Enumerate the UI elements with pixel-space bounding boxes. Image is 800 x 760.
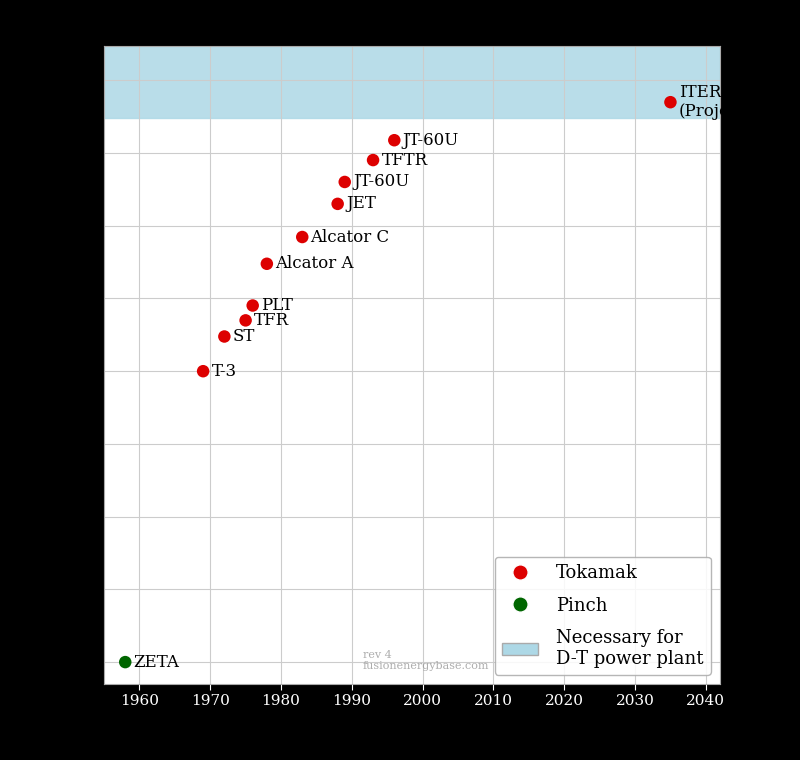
Text: ITER
(Projected): ITER (Projected) xyxy=(678,84,773,121)
Legend: Tokamak, Pinch, Necessary for
D-T power plant: Tokamak, Pinch, Necessary for D-T power … xyxy=(495,557,711,675)
Point xyxy=(664,96,677,108)
Point xyxy=(366,154,379,166)
Text: JET: JET xyxy=(346,195,376,212)
Text: T-3: T-3 xyxy=(211,363,237,380)
Text: ZETA: ZETA xyxy=(134,654,179,670)
Point xyxy=(331,198,344,210)
Bar xyxy=(104,0,720,119)
Text: rev 4
fusionenergybase.com: rev 4 fusionenergybase.com xyxy=(362,650,490,671)
Point xyxy=(119,656,132,668)
Point xyxy=(218,331,230,343)
Text: Alcator C: Alcator C xyxy=(310,229,390,245)
Text: Alcator A: Alcator A xyxy=(275,255,354,272)
Point xyxy=(338,176,351,188)
Text: PLT: PLT xyxy=(261,297,293,314)
Point xyxy=(246,299,259,312)
Point xyxy=(261,258,274,270)
Text: TFTR: TFTR xyxy=(382,151,427,169)
Text: ST: ST xyxy=(233,328,255,345)
Text: TFR: TFR xyxy=(254,312,289,329)
Point xyxy=(296,231,309,243)
Text: JT-60U: JT-60U xyxy=(353,173,410,191)
Point xyxy=(239,315,252,327)
Text: JT-60U: JT-60U xyxy=(402,131,459,149)
Point xyxy=(388,134,401,146)
Point xyxy=(197,365,210,377)
